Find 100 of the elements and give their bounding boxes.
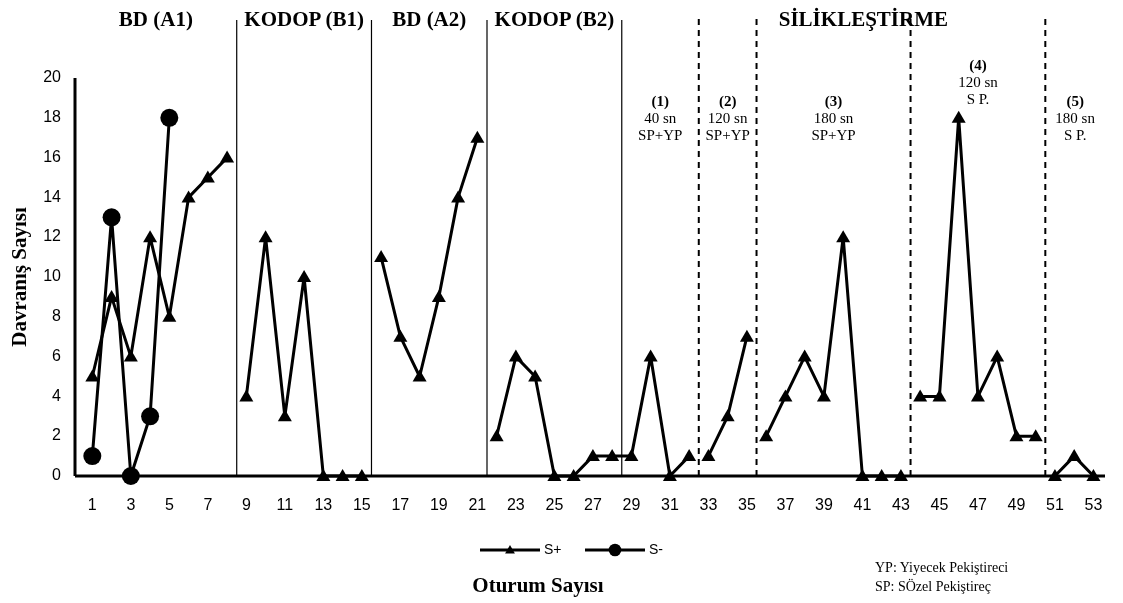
point — [1009, 429, 1024, 442]
point — [932, 389, 947, 402]
x-tick-label: 33 — [699, 496, 718, 513]
point — [85, 369, 100, 382]
point — [335, 469, 350, 481]
point — [393, 329, 408, 342]
point — [585, 449, 600, 462]
point — [855, 469, 870, 481]
y-tick-label: 12 — [43, 227, 62, 245]
point — [816, 389, 831, 402]
x-tick-label: 45 — [930, 496, 949, 513]
point — [1086, 469, 1101, 481]
y-tick-label: 14 — [43, 187, 62, 205]
point — [470, 130, 485, 143]
x-tick-label: 11 — [276, 496, 294, 513]
x-tick-label: 15 — [352, 496, 371, 513]
y-tick-label: 16 — [43, 147, 62, 165]
point — [778, 389, 793, 402]
y-tick-label: 4 — [52, 386, 62, 404]
y-tick-label: 0 — [52, 466, 62, 484]
x-tick-label: 53 — [1084, 496, 1103, 513]
point — [200, 170, 215, 183]
point — [121, 467, 140, 485]
point — [682, 449, 697, 462]
point — [913, 389, 928, 402]
point — [220, 150, 235, 163]
text: BD (A2) — [392, 7, 467, 31]
x-tick-label: 5 — [164, 496, 174, 513]
annotation: (2) 120 sn SP+YP — [705, 93, 750, 143]
point — [566, 469, 581, 481]
point — [624, 449, 639, 462]
point — [316, 469, 331, 481]
text: KODOP (B1) — [244, 7, 364, 31]
annotation: (5) 180 sn S P. — [1055, 93, 1096, 143]
x-axis-title: Oturum Sayısı — [472, 573, 604, 597]
point — [412, 369, 427, 382]
y-tick-label: 6 — [52, 346, 62, 364]
y-tick-label: 20 — [43, 68, 62, 86]
x-tick-label: 37 — [776, 496, 795, 513]
point — [528, 369, 543, 382]
point — [1047, 469, 1062, 481]
point — [1067, 449, 1082, 462]
point — [739, 329, 754, 342]
point — [605, 449, 620, 462]
point — [239, 389, 254, 402]
point — [83, 447, 102, 466]
point — [451, 190, 466, 203]
point — [141, 407, 160, 426]
text: KODOP (B2) — [494, 7, 615, 31]
x-tick-label: 39 — [815, 496, 833, 513]
x-tick-label: 31 — [661, 496, 679, 513]
legend-label: S+ — [544, 540, 562, 557]
point — [547, 469, 562, 481]
point — [1028, 429, 1043, 442]
point — [508, 349, 523, 362]
text: SP: SÖzel Pekiştireç — [875, 578, 991, 594]
annotation: (4) 120 sn S P. — [958, 56, 999, 107]
point — [874, 469, 889, 481]
point — [951, 110, 966, 123]
x-tick-label: 9 — [241, 496, 251, 513]
point — [354, 469, 369, 481]
annotation: (1) 40 sn SP+YP — [638, 93, 683, 143]
x-tick-label: 35 — [738, 496, 756, 513]
point — [489, 429, 504, 442]
point — [431, 289, 446, 302]
x-tick-label: 25 — [545, 496, 564, 513]
x-tick-label: 1 — [87, 496, 97, 513]
point — [143, 230, 158, 243]
x-tick-label: 3 — [126, 496, 136, 513]
text: SİLİKLEŞTİRME — [778, 7, 948, 31]
point — [701, 449, 716, 462]
y-tick-label: 18 — [43, 108, 62, 126]
point — [759, 429, 774, 442]
x-tick-label: 27 — [583, 496, 602, 513]
point — [297, 270, 312, 282]
x-tick-label: 13 — [314, 496, 333, 513]
point — [990, 349, 1005, 362]
y-tick-label: 8 — [52, 307, 62, 325]
y-axis-title: Davranış Sayısı — [7, 207, 31, 347]
x-tick-label: 21 — [468, 496, 487, 513]
legend-label: S- — [649, 540, 664, 557]
x-tick-label: 19 — [429, 496, 448, 513]
point — [893, 469, 908, 481]
y-tick-label: 2 — [52, 426, 62, 444]
point — [123, 349, 138, 362]
y-tick-label: 10 — [43, 267, 62, 285]
x-tick-label: 43 — [892, 496, 910, 513]
point — [374, 250, 389, 263]
x-tick-label: 51 — [1046, 496, 1064, 513]
x-tick-label: 41 — [853, 496, 872, 513]
point — [258, 230, 273, 243]
x-tick-label: 23 — [506, 496, 525, 513]
point — [836, 230, 851, 243]
point — [181, 190, 196, 203]
point — [662, 469, 677, 481]
x-tick-label: 47 — [969, 496, 987, 513]
x-tick-label: 29 — [622, 496, 641, 513]
point — [160, 108, 179, 127]
point — [643, 349, 658, 362]
point — [797, 349, 812, 362]
